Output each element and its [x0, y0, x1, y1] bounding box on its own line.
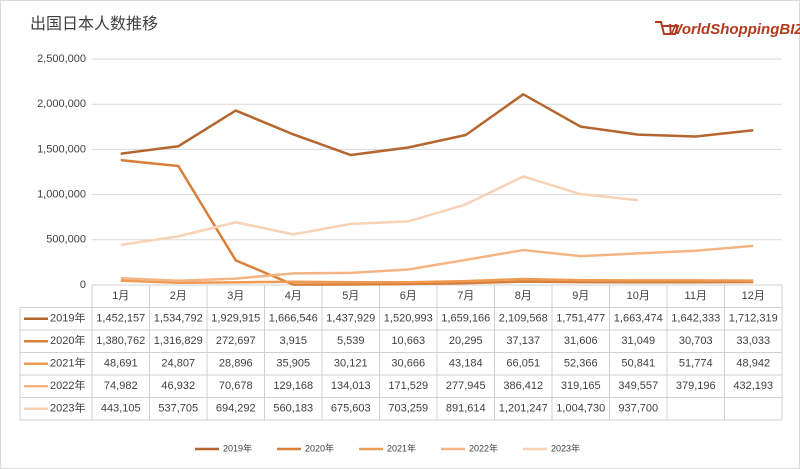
table-cell: 1,004,730 [556, 403, 605, 415]
table-cell: 703,259 [388, 403, 428, 415]
x-tick-label: 9月 [572, 290, 589, 302]
y-tick-label: 0 [80, 279, 86, 291]
table-cell: 30,703 [679, 335, 713, 347]
x-tick-label: 12月 [742, 290, 765, 302]
table-cell: 52,366 [564, 358, 598, 370]
table-cell: 33,033 [736, 335, 770, 347]
table-cell: 537,705 [158, 403, 198, 415]
x-tick-label: 6月 [400, 290, 417, 302]
table-cell: 70,678 [219, 380, 253, 392]
logo-cart [655, 21, 680, 35]
legend-label: 2019年 [223, 442, 252, 453]
table-cell: 694,292 [216, 403, 256, 415]
y-tick-label: 1,500,000 [37, 143, 86, 155]
table-cell: 35,905 [276, 358, 310, 370]
table-cell: 443,105 [101, 403, 141, 415]
logo: WorldShoppingBIZ [668, 21, 800, 38]
table-cell: 891,614 [446, 403, 486, 415]
series-line [120, 244, 754, 283]
y-tick-label: 2,500,000 [37, 53, 86, 65]
table-cell: 1,751,477 [556, 313, 605, 325]
table-cell: 1,520,993 [384, 313, 433, 325]
table-cell: 74,982 [104, 380, 138, 392]
table-row-label: 2019年 [50, 311, 85, 325]
table-cell: 28,896 [219, 358, 253, 370]
series-line [120, 277, 754, 285]
table-cell: 2,109,568 [499, 313, 548, 325]
table-cell: 31,049 [621, 335, 655, 347]
table-cell: 3,915 [279, 335, 307, 347]
x-tick-label: 7月 [457, 290, 474, 302]
legend-label: 2020年 [305, 442, 334, 453]
table-cell: 43,184 [449, 358, 483, 370]
table-cell: 24,807 [161, 358, 195, 370]
table-cell: 386,412 [503, 380, 543, 392]
series-line [120, 93, 754, 157]
table-cell: 10,663 [391, 335, 425, 347]
table-cell: 319,165 [561, 380, 601, 392]
table-row-label: 2023年 [50, 401, 85, 415]
table-cell: 1,437,929 [326, 313, 375, 325]
x-tick-label: 5月 [342, 290, 359, 302]
y-tick-label: 500,000 [46, 234, 86, 246]
x-tick-label: 2月 [170, 290, 187, 302]
table-cell: 560,183 [273, 403, 313, 415]
x-tick-label: 10月 [627, 290, 650, 302]
table-cell: 1,201,247 [499, 403, 548, 415]
table-cell: 134,013 [331, 380, 371, 392]
table-cell: 66,051 [506, 358, 540, 370]
table-cell: 46,932 [161, 380, 195, 392]
table-cell: 50,841 [621, 358, 655, 370]
table-cell: 1,452,157 [96, 313, 145, 325]
x-tick-label: 3月 [227, 290, 244, 302]
table-cell: 30,666 [391, 358, 425, 370]
y-tick-label: 1,000,000 [37, 189, 86, 201]
table-cell: 48,942 [736, 358, 770, 370]
table-cell: 31,606 [564, 335, 598, 347]
x-tick-label: 8月 [515, 290, 532, 302]
series-line [120, 158, 754, 286]
table-cell: 937,700 [618, 403, 658, 415]
table-cell: 51,774 [679, 358, 713, 370]
table-cell: 349,557 [618, 380, 658, 392]
table-cell: 171,529 [388, 380, 428, 392]
table-cell: 1,929,915 [211, 313, 260, 325]
table-row-label: 2020年 [50, 333, 85, 347]
table-cell: 48,691 [104, 358, 138, 370]
table-cell: 129,168 [273, 380, 313, 392]
table-cell: 379,196 [676, 380, 716, 392]
table-cell: 277,945 [446, 380, 486, 392]
table-cell: 20,295 [449, 335, 483, 347]
table-cell: 272,697 [216, 335, 256, 347]
table-cell: 30,121 [334, 358, 368, 370]
chart-title: 出国日本人数推移 [30, 15, 158, 33]
table-cell: 432,193 [733, 380, 773, 392]
table-cell: 1,534,792 [154, 313, 203, 325]
table-cell: 1,663,474 [614, 313, 663, 325]
x-tick-label: 4月 [285, 290, 302, 302]
x-tick-label: 1月 [112, 290, 129, 302]
legend-label: 2023年 [551, 442, 580, 453]
table-row-label: 2021年 [50, 356, 85, 370]
table-row-label: 2022年 [50, 378, 85, 392]
table-cell: 1,659,166 [441, 313, 490, 325]
table-cell: 1,642,333 [671, 313, 720, 325]
legend-label: 2022年 [469, 442, 498, 453]
table-cell: 675,603 [331, 403, 371, 415]
table-cell: 5,539 [337, 335, 365, 347]
table-cell: 1,380,762 [96, 335, 145, 347]
series-line [120, 175, 639, 247]
table-cell: 1,316,829 [154, 335, 203, 347]
table-cell: 1,666,546 [269, 313, 318, 325]
x-tick-label: 11月 [685, 290, 707, 302]
table-cell: 37,137 [506, 335, 540, 347]
y-tick-label: 2,000,000 [37, 98, 86, 110]
legend-label: 2021年 [387, 442, 416, 453]
table-cell: 1,712,319 [729, 313, 778, 325]
